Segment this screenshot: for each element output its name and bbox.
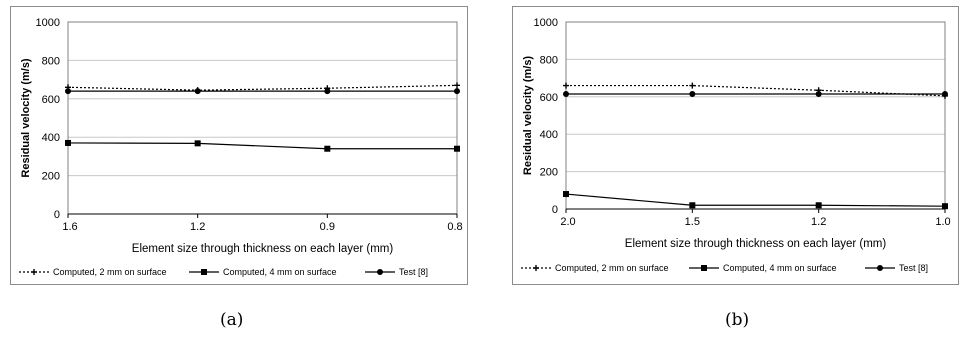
- x-axis-title: Element size through thickness on each l…: [625, 238, 887, 250]
- series-3: [65, 88, 460, 95]
- x-tick-label: 1.2: [811, 216, 826, 228]
- data-point: [563, 82, 569, 89]
- data-point: [815, 90, 822, 97]
- y-axis-title: Residual velocity (m/s): [522, 56, 534, 176]
- chart-a-svg: 0 200 400 600 800 1000 1.6 1.2 0.9 0.8 Element siz…: [19, 17, 463, 277]
- y-tick-label: 1000: [36, 17, 60, 29]
- legend-marker: [701, 265, 707, 271]
- data-point: [454, 145, 460, 152]
- series-line: [565, 193, 946, 207]
- data-point: [454, 88, 460, 95]
- y-axis-title: Residual velocity (m/s): [20, 58, 32, 178]
- legend-entry-label: Computed, 2 mm on surface: [53, 267, 167, 277]
- legend-entry-label: Computed, 4 mm on surface: [723, 263, 837, 273]
- y-tick-label: 0: [552, 204, 558, 216]
- data-point: [324, 145, 331, 152]
- data-point: [65, 88, 71, 95]
- series-line: [67, 84, 458, 91]
- series-line: [67, 142, 457, 150]
- y-tick-label: 200: [540, 167, 558, 179]
- y-tick-label: 600: [42, 94, 60, 106]
- chart-b-svg: 0 200 400 600 800 1000 2.0 1.5 1.2 1.0 Element siz…: [521, 17, 951, 273]
- chart-panel-b: 0 200 400 600 800 1000 2.0 1.5 1.2 1.0 Element siz…: [512, 6, 959, 285]
- x-tick-label: 0.8: [447, 221, 462, 233]
- data-point: [65, 139, 71, 146]
- plot-area-frame: [565, 21, 946, 210]
- plot-area-frame: [67, 21, 458, 215]
- legend-marker: [533, 265, 539, 271]
- data-point: [815, 202, 822, 209]
- caption-b: (b): [725, 310, 750, 330]
- data-point: [689, 202, 696, 209]
- data-point: [563, 90, 569, 97]
- data-point: [454, 82, 460, 89]
- data-point: [324, 88, 331, 95]
- legend: Computed, 2 mm on surface Computed, 4 mm …: [19, 267, 428, 277]
- x-axis-title: Element size through thickness on each l…: [132, 243, 394, 255]
- data-point: [194, 140, 201, 147]
- data-point: [194, 88, 201, 95]
- series-2: [65, 139, 460, 152]
- x-tick-label: 1.2: [190, 221, 205, 233]
- y-tick-label: 400: [42, 132, 60, 144]
- legend-entry-label: Test [8]: [399, 267, 428, 277]
- y-tick-label: 400: [540, 129, 558, 141]
- legend-marker: [31, 269, 37, 275]
- x-tick-label: 1.6: [62, 221, 77, 233]
- y-tick-label: 0: [54, 209, 60, 221]
- caption-a: (a): [220, 310, 244, 330]
- legend-entry-label: Computed, 4 mm on surface: [223, 267, 337, 277]
- legend-marker: [201, 269, 207, 275]
- series-3: [563, 90, 948, 97]
- legend-entry-label: Computed, 2 mm on surface: [555, 263, 669, 273]
- legend-entry-label: Test [8]: [899, 263, 928, 273]
- chart-panel-a: 0 200 400 600 800 1000 1.6 1.2 0.9 0.8 Element siz…: [10, 6, 468, 285]
- legend-marker: [877, 265, 883, 271]
- x-tick-label: 1.0: [935, 216, 950, 228]
- y-tick-label: 800: [540, 54, 558, 66]
- data-point: [689, 82, 696, 89]
- y-tick-label: 200: [42, 171, 60, 183]
- y-tick-label: 800: [42, 55, 60, 67]
- x-tick-label: 1.5: [685, 216, 700, 228]
- x-tick-label: 0.9: [320, 221, 335, 233]
- x-tick-label: 2.0: [560, 216, 575, 228]
- y-tick-label: 1000: [534, 17, 558, 29]
- data-point: [942, 203, 948, 210]
- y-tick-label: 600: [540, 92, 558, 104]
- series-line: [566, 84, 946, 97]
- data-point: [942, 90, 948, 97]
- legend-marker: [377, 269, 383, 275]
- data-point: [689, 90, 696, 97]
- legend: Computed, 2 mm on surface Computed, 4 mm …: [521, 263, 928, 273]
- series-2: [563, 191, 948, 210]
- data-point: [563, 191, 569, 198]
